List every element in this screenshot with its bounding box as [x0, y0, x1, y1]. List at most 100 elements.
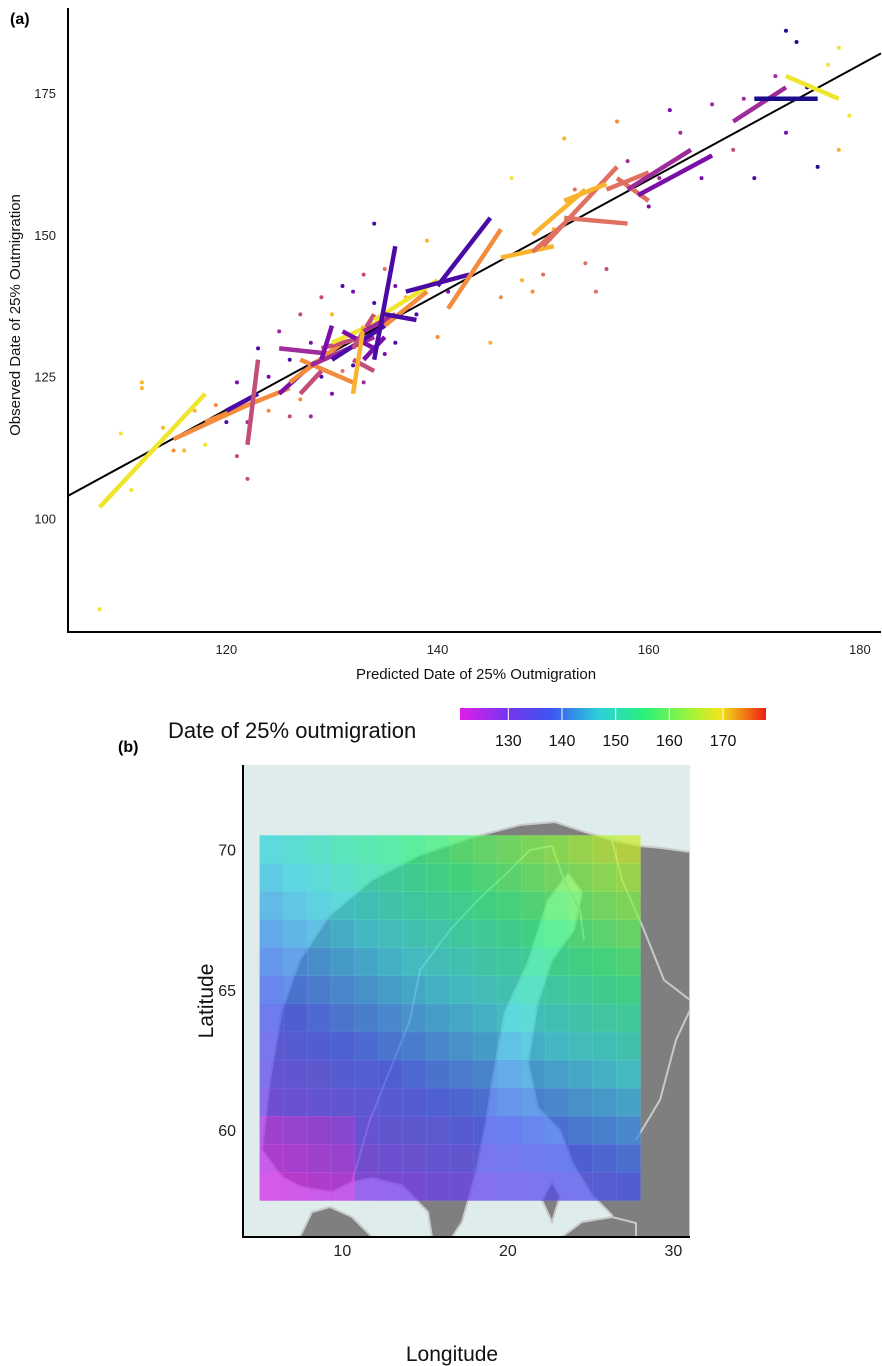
heatmap-cell — [616, 1031, 641, 1061]
heatmap-cell — [616, 1172, 641, 1202]
data-point — [319, 374, 324, 379]
map-x-tick-label: 20 — [499, 1243, 517, 1260]
data-point — [382, 266, 387, 271]
heatmap-cell — [330, 834, 356, 864]
heatmap-cell — [473, 1115, 499, 1145]
heatmap-cell — [568, 1003, 594, 1033]
data-point — [604, 266, 609, 271]
data-point — [562, 136, 567, 141]
heatmap-cell — [616, 919, 641, 949]
heatmap-cell — [306, 1172, 332, 1202]
heatmap-cell — [425, 1003, 451, 1033]
data-point — [361, 380, 366, 385]
heatmap-cell — [354, 1031, 380, 1061]
heatmap-cell — [616, 891, 641, 921]
heatmap-cell — [378, 1172, 403, 1202]
heatmap-cell — [425, 1059, 451, 1089]
heatmap-cell — [378, 1144, 403, 1173]
heatmap-cell — [402, 1059, 427, 1089]
data-point — [530, 289, 535, 294]
land-estonia — [560, 1215, 637, 1237]
heatmap-cell — [449, 947, 475, 977]
data-point — [139, 386, 144, 391]
data-point — [319, 295, 324, 300]
heatmap-cell — [544, 947, 570, 977]
data-point — [625, 159, 630, 164]
heatmap-cell — [449, 919, 475, 949]
heatmap-cell — [425, 975, 451, 1005]
heatmap-cell — [283, 1172, 308, 1202]
heatmap-cell — [568, 1115, 594, 1145]
heatmap-cell — [259, 975, 284, 1005]
heatmap-cell — [283, 1115, 308, 1145]
legend-ticks: 130 140 150 160 170 — [495, 708, 737, 750]
heatmap-cell — [425, 891, 451, 921]
data-point — [498, 295, 503, 300]
heatmap-cell — [521, 975, 546, 1005]
heatmap-cell — [259, 1003, 284, 1033]
data-point — [815, 164, 820, 169]
panel-a-label: (a) — [10, 11, 30, 28]
heatmap-cell — [306, 1115, 332, 1145]
heatmap-cell — [568, 834, 594, 864]
heatmap-cell — [378, 975, 403, 1005]
heatmap-cell — [544, 834, 570, 864]
heatmap-cell — [283, 947, 308, 977]
data-point — [836, 45, 841, 50]
data-point — [615, 119, 620, 124]
heatmap-cell — [521, 919, 546, 949]
legend-tick-label: 170 — [710, 733, 737, 750]
data-point — [234, 380, 239, 385]
heatmap-cell — [378, 1087, 403, 1117]
data-point — [509, 176, 514, 181]
data-point — [446, 289, 451, 294]
heatmap-cell — [283, 975, 308, 1005]
y-tick-labels: 100 125 150 175 — [34, 86, 56, 526]
data-point — [182, 448, 187, 453]
heatmap-cell — [259, 1031, 284, 1061]
heatmap-cell — [306, 1087, 332, 1117]
heatmap-cell — [425, 919, 451, 949]
data-point — [783, 28, 788, 33]
data-point — [752, 176, 757, 181]
heatmap-cell — [354, 1144, 380, 1173]
heatmap-cell — [402, 1172, 427, 1202]
data-point — [287, 357, 292, 362]
data-point — [192, 408, 197, 413]
heatmap-cell — [521, 1087, 546, 1117]
heatmap-cell — [568, 1059, 594, 1089]
data-point — [266, 408, 271, 413]
heatmap-cell — [544, 1003, 570, 1033]
data-point — [245, 476, 250, 481]
data-point — [393, 283, 398, 288]
data-point — [593, 289, 598, 294]
reference-line — [67, 52, 882, 497]
heatmap-cell — [330, 975, 356, 1005]
regression-segment — [541, 165, 619, 248]
heatmap-cell — [521, 1172, 546, 1202]
heatmap-cell — [330, 1144, 356, 1173]
regression-segment — [319, 325, 335, 361]
heatmap-cell — [259, 947, 284, 977]
heatmap-cell — [306, 1003, 332, 1033]
regression-segment — [204, 385, 291, 425]
data-point — [372, 300, 377, 305]
heatmap-cell — [497, 947, 522, 977]
data-point — [277, 329, 282, 334]
heatmap-cell — [473, 975, 499, 1005]
heatmap-cell — [354, 1115, 380, 1145]
heatmap-cell — [402, 1144, 427, 1173]
map-y-tick-label: 60 — [218, 1123, 236, 1140]
heatmap-cell — [544, 975, 570, 1005]
heatmap-cell — [568, 1172, 594, 1202]
heatmap-cell — [330, 863, 356, 892]
regression-segment — [98, 392, 207, 509]
heatmap-cell — [449, 1172, 475, 1202]
data-point — [741, 96, 746, 101]
heatmap-cell — [568, 891, 594, 921]
regression-segment — [383, 289, 429, 328]
heatmap-cell — [283, 1031, 308, 1061]
heatmap-cell — [473, 863, 499, 892]
x-axis-label: Predicted Date of 25% Outmigration — [356, 666, 596, 683]
